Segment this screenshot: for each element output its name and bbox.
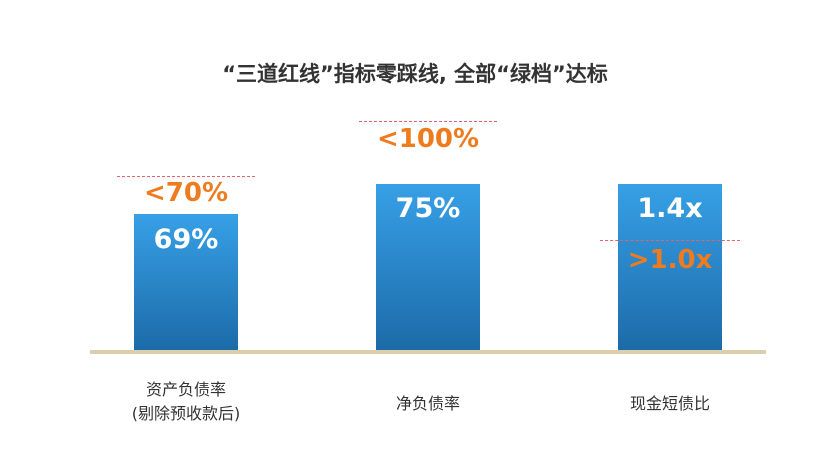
chart-title: “三道红线”指标零踩线, 全部“绿档”达标 [222, 62, 608, 86]
value-label: 69% [153, 224, 219, 255]
category-label-line: 现金短债比 [629, 394, 710, 413]
bar-debt-asset-ratio [134, 214, 238, 352]
category-label-line: (剔除预收款后) [131, 404, 241, 423]
category-label-line: 资产负债率 [145, 380, 226, 399]
threshold-line [117, 176, 255, 177]
threshold-line [359, 121, 497, 122]
threshold-label: >1.0x [627, 245, 713, 275]
threshold-label: <70% [143, 178, 229, 208]
value-label: 1.4x [637, 193, 703, 224]
bar-net-gearing [376, 184, 480, 352]
x-axis-baseline [90, 350, 766, 354]
threshold-label: <100% [376, 124, 480, 154]
value-label: 75% [395, 193, 461, 224]
bar-cash-short-debt [618, 184, 722, 352]
threshold-line [600, 240, 740, 241]
category-label-line: 净负债率 [395, 394, 460, 413]
category-label: 现金短债比 [560, 392, 780, 416]
category-label: 净负债率 [318, 392, 538, 416]
category-label: 资产负债率 (剔除预收款后) [76, 378, 296, 426]
